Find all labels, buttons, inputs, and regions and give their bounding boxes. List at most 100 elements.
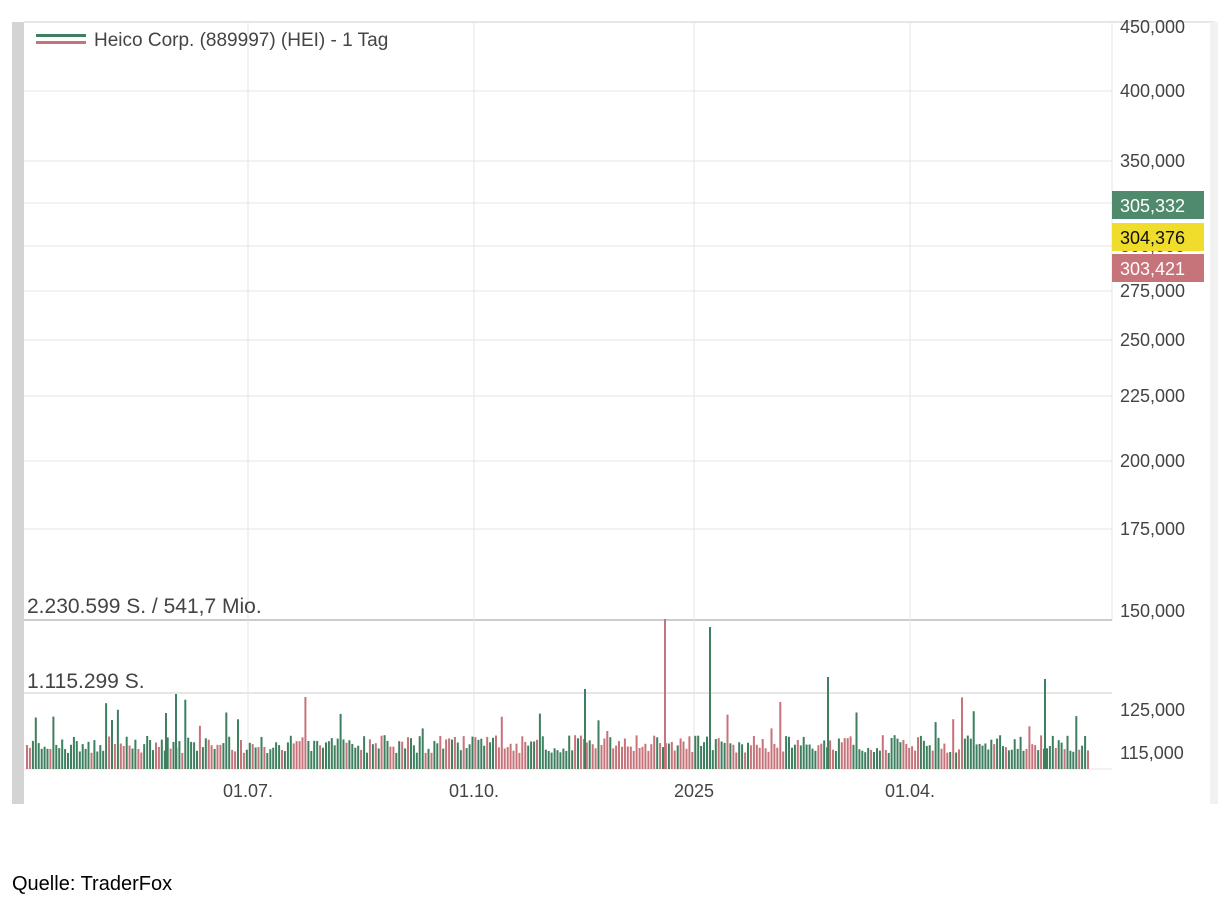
volume-bar xyxy=(468,744,471,769)
volume-bar xyxy=(641,746,644,769)
volume-bar xyxy=(26,745,28,769)
volume-bar xyxy=(407,737,409,769)
volume-bar xyxy=(521,736,524,769)
volume-bar xyxy=(720,741,723,769)
volume-bar xyxy=(518,752,521,769)
volume-bar xyxy=(852,744,855,769)
volume-bar xyxy=(629,746,632,769)
volume-bar xyxy=(427,748,430,769)
volume-bar xyxy=(969,738,972,769)
volume-bar xyxy=(582,739,585,769)
volume-bar xyxy=(248,742,251,769)
volume-bar xyxy=(99,745,102,769)
volume-bar xyxy=(670,742,673,769)
volume-bar xyxy=(876,748,878,769)
volume-bar xyxy=(310,750,313,769)
legend-swatch-down xyxy=(36,41,86,44)
volume-bar xyxy=(547,751,550,769)
volume-bar xyxy=(937,737,940,769)
volume-bar xyxy=(946,752,949,769)
volume-bar xyxy=(286,742,289,769)
volume-bar xyxy=(955,752,958,769)
volume-bar xyxy=(113,744,116,769)
volume-bar xyxy=(283,751,286,769)
volume-bar xyxy=(618,741,620,769)
volume-bar xyxy=(553,748,556,769)
volume-bar xyxy=(281,750,283,769)
volume-bar xyxy=(908,747,911,769)
volume-bar xyxy=(817,745,820,769)
volume-bar xyxy=(383,735,386,769)
volume-bar xyxy=(884,750,887,769)
volume-bar xyxy=(172,741,175,769)
volume-bar xyxy=(149,740,152,769)
volume-bar xyxy=(606,731,609,769)
volume-bar xyxy=(993,744,996,769)
volume-bar xyxy=(363,736,366,769)
volume-bar xyxy=(735,752,738,769)
volume-bar xyxy=(667,743,670,769)
volume-bar xyxy=(201,747,204,769)
volume-bar xyxy=(585,742,588,769)
time-tick-label: 01.07. xyxy=(223,781,273,801)
volume-bar xyxy=(395,752,398,769)
volume-bar xyxy=(46,748,49,769)
volume-bar xyxy=(963,738,966,769)
volume-bar xyxy=(260,736,263,769)
volume-bar xyxy=(207,739,210,769)
volume-bar xyxy=(650,744,653,769)
volume-bar xyxy=(108,736,111,769)
volume-bar xyxy=(706,736,708,769)
volume-bar xyxy=(861,750,864,769)
volume-bar xyxy=(392,746,395,769)
volume-bar xyxy=(327,741,330,769)
volume-bar xyxy=(565,751,568,769)
volume-bar xyxy=(295,741,298,769)
volume-bar xyxy=(84,748,87,769)
volume-bar xyxy=(266,753,269,769)
volume-bar xyxy=(125,736,128,769)
volume-bar xyxy=(837,738,840,769)
volume-bar xyxy=(240,740,242,769)
volume-bar xyxy=(512,750,515,769)
volume-bar xyxy=(940,748,943,769)
volume-bar xyxy=(961,697,963,769)
volume-bar xyxy=(307,741,310,769)
volume-bar xyxy=(623,738,626,769)
volume-bar xyxy=(75,741,78,769)
volume-bar xyxy=(430,752,433,769)
left-scrollbar[interactable] xyxy=(12,22,24,804)
volume-bar xyxy=(682,741,685,769)
volume-bar xyxy=(380,735,383,769)
volume-bar xyxy=(773,743,776,769)
volume-bar xyxy=(269,749,272,769)
price-tick-label: 115,000 xyxy=(1120,743,1184,763)
volume-bar xyxy=(656,737,659,769)
volume-bar xyxy=(1025,749,1028,769)
volume-bar xyxy=(368,739,371,769)
volume-bar xyxy=(58,748,61,769)
volume-bar xyxy=(805,744,808,769)
volume-bar xyxy=(515,743,518,769)
volume-half-label: 1.115.299 S. xyxy=(27,670,145,693)
volume-bar xyxy=(257,747,260,769)
volume-bar xyxy=(788,736,790,769)
volume-bar xyxy=(662,747,664,769)
volume-bar xyxy=(67,752,69,769)
volume-bar xyxy=(638,748,641,769)
price-tick-label: 275,000 xyxy=(1120,281,1185,301)
stock-chart[interactable]: Heico Corp. (889997) (HEI) - 1 Tag 450,0… xyxy=(0,0,1230,810)
volume-bar xyxy=(495,735,497,769)
volume-bar xyxy=(169,748,172,769)
volume-bar xyxy=(1066,735,1069,769)
volume-bar xyxy=(1048,746,1051,769)
volume-bar xyxy=(559,752,562,769)
volume-bar xyxy=(64,749,67,769)
volume-bar xyxy=(453,737,456,769)
volume-bar xyxy=(588,740,591,769)
volume-bar xyxy=(55,744,58,769)
volume-bar xyxy=(333,745,336,769)
legend[interactable]: Heico Corp. (889997) (HEI) - 1 Tag xyxy=(36,30,388,51)
ask-price: 305,332 xyxy=(1120,196,1185,216)
volume-bar xyxy=(28,747,31,769)
